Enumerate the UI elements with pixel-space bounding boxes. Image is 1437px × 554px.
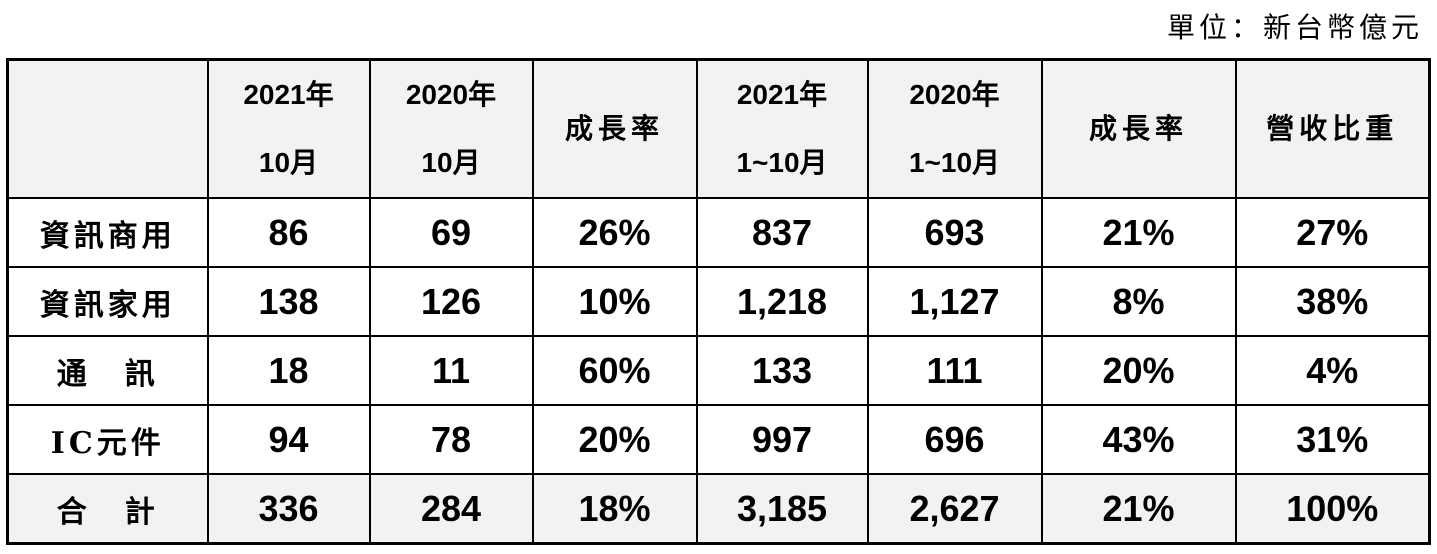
data-cell: 837	[695, 197, 869, 268]
data-cell: 18	[206, 335, 371, 406]
header-line: 10月	[421, 147, 481, 178]
row-label: 資訊家用	[6, 266, 209, 337]
data-cell: 997	[695, 404, 869, 475]
data-cell: 10%	[531, 266, 698, 337]
data-cell: 20%	[531, 404, 698, 475]
header-line: 營收比重	[1266, 113, 1399, 144]
header-cell: 2020年 10月	[368, 58, 534, 199]
data-cell: 3,185	[695, 473, 869, 545]
data-cell: 21%	[1040, 473, 1237, 545]
data-cell: 138	[206, 266, 371, 337]
data-cell: 4%	[1234, 335, 1431, 406]
header-cell: 2021年 1~10月	[695, 58, 869, 199]
total-row: 合 計 336 284 18% 3,185 2,627 21% 100%	[6, 473, 1431, 545]
data-cell: 94	[206, 404, 371, 475]
row-label: 合 計	[6, 473, 209, 545]
corner-cell	[6, 58, 209, 199]
header-line: 成長率	[1088, 113, 1188, 144]
data-cell: 111	[866, 335, 1043, 406]
data-cell: 27%	[1234, 197, 1431, 268]
header-cell: 成長率	[1040, 58, 1237, 199]
header-cell: 營收比重	[1234, 58, 1431, 199]
header-line: 成長率	[564, 113, 664, 144]
data-cell: 696	[866, 404, 1043, 475]
data-cell: 284	[368, 473, 534, 545]
data-cell: 693	[866, 197, 1043, 268]
data-cell: 133	[695, 335, 869, 406]
data-row: 通 訊 18 11 60% 133 111 20% 4%	[6, 335, 1431, 406]
header-cell: 成長率	[531, 58, 698, 199]
data-cell: 21%	[1040, 197, 1237, 268]
row-label: 通 訊	[6, 335, 209, 406]
data-cell: 78	[368, 404, 534, 475]
unit-note: 單位：新台幣億元	[1166, 13, 1423, 44]
data-cell: 20%	[1040, 335, 1237, 406]
data-row: 資訊商用 86 69 26% 837 693 21% 27%	[6, 197, 1431, 268]
data-cell: 100%	[1234, 473, 1431, 545]
data-cell: 1,218	[695, 266, 869, 337]
revenue-table: 2021年 10月 2020年 10月 成長率 2021年 1~10月 2020年 1~10月 成…	[6, 58, 1431, 545]
header-line: 1~10月	[736, 147, 828, 178]
row-label: IC元件	[6, 404, 209, 475]
data-row: IC元件 94 78 20% 997 696 43% 31%	[6, 404, 1431, 475]
header-line: 1~10月	[908, 147, 1001, 178]
data-cell: 8%	[1040, 266, 1237, 337]
header-line: 2020年	[909, 79, 1000, 110]
data-cell: 31%	[1234, 404, 1431, 475]
data-cell: 11	[368, 335, 534, 406]
data-cell: 26%	[531, 197, 698, 268]
header-row: 2021年 10月 2020年 10月 成長率 2021年 1~10月 2020年 1~10月 成…	[6, 58, 1431, 199]
header-line: 10月	[258, 147, 319, 178]
data-row: 資訊家用 138 126 10% 1,218 1,127 8% 38%	[6, 266, 1431, 337]
data-cell: 1,127	[866, 266, 1043, 337]
data-cell: 69	[368, 197, 534, 268]
data-cell: 18%	[531, 473, 698, 545]
data-cell: 60%	[531, 335, 698, 406]
data-cell: 2,627	[866, 473, 1043, 545]
data-cell: 38%	[1234, 266, 1431, 337]
data-cell: 43%	[1040, 404, 1237, 475]
row-label: 資訊商用	[6, 197, 209, 268]
header-cell: 2020年 1~10月	[866, 58, 1043, 199]
table-body: 2021年 10月 2020年 10月 成長率 2021年 1~10月 2020年 1~10月 成…	[6, 58, 1431, 545]
header-line: 2021年	[736, 79, 828, 110]
data-cell: 126	[368, 266, 534, 337]
data-cell: 336	[206, 473, 371, 545]
header-cell: 2021年 10月	[206, 58, 371, 199]
header-line: 2021年	[243, 79, 334, 110]
header-line: 2020年	[405, 79, 497, 110]
data-cell: 86	[206, 197, 371, 268]
